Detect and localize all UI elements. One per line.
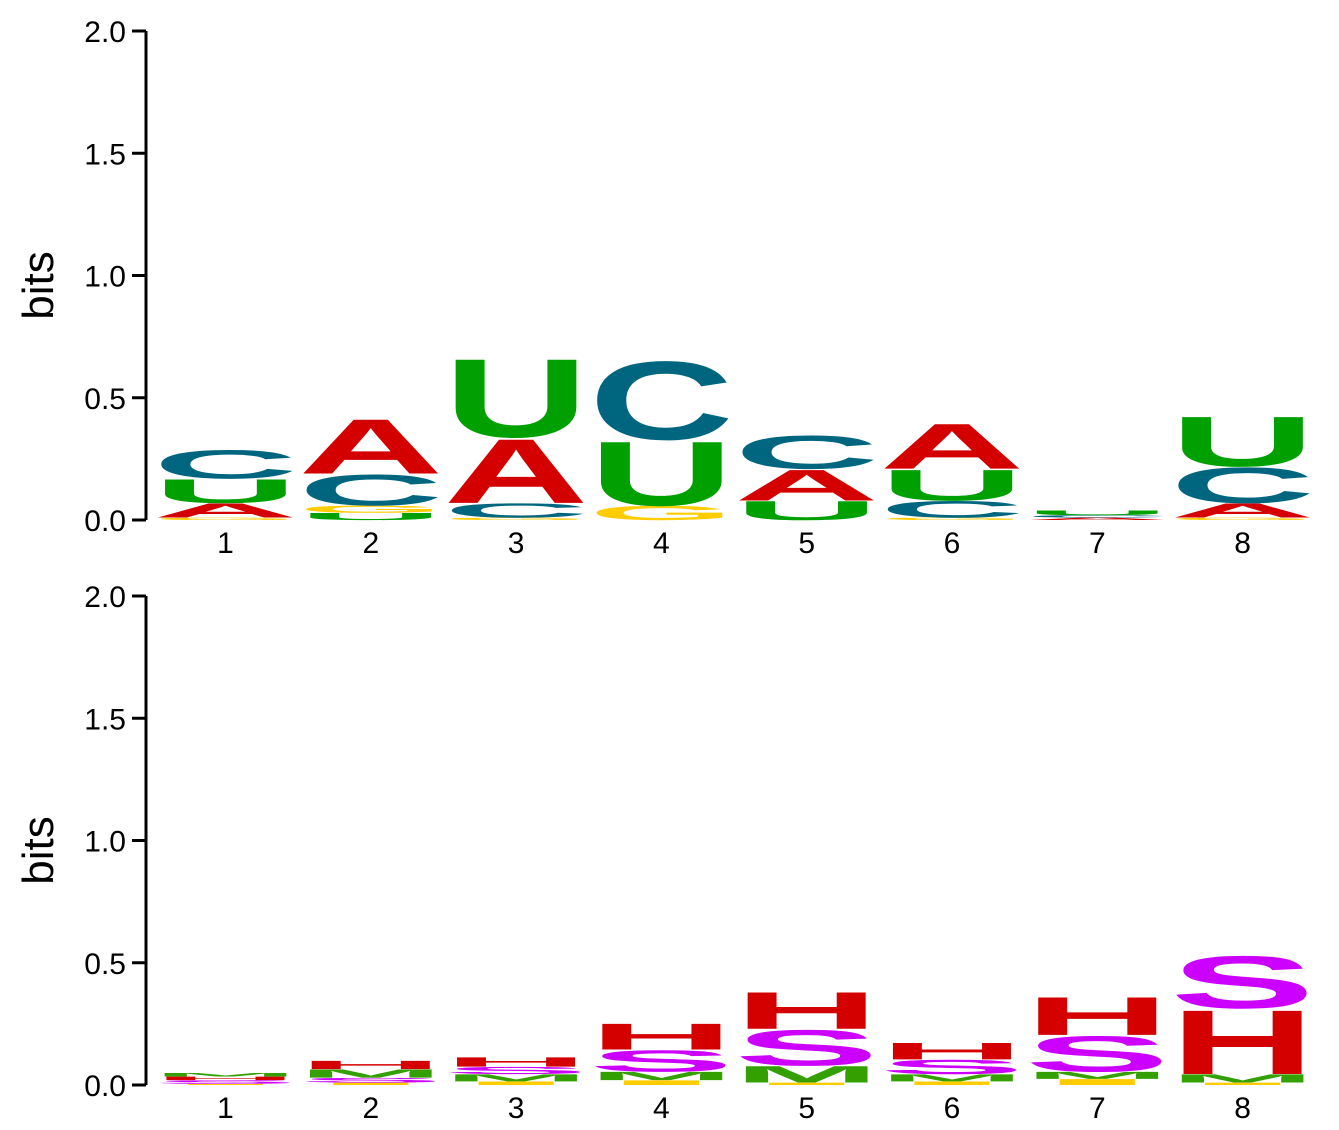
glyph-M-pos-8: M bbox=[1170, 1072, 1315, 1085]
glyph-A-pos-8: A bbox=[1170, 499, 1315, 522]
glyph-U-pos-3: U bbox=[444, 336, 589, 461]
glyph-C-pos-5: C bbox=[734, 426, 879, 479]
glyph-G-pos-1: G bbox=[153, 517, 298, 521]
glyph-H-pos-5: H bbox=[734, 981, 879, 1040]
x-tick-label: 8 bbox=[1234, 527, 1251, 560]
y-tick-label: 2.0 bbox=[84, 581, 126, 614]
glyph-I-pos-2: I bbox=[298, 1082, 443, 1086]
x-tick-label: 6 bbox=[944, 527, 961, 560]
glyph-U-pos-8: U bbox=[1170, 402, 1315, 482]
glyph-M-pos-4: M bbox=[589, 1069, 734, 1082]
glyph-C-pos-3: C bbox=[444, 499, 589, 522]
y-tick-label: 2.0 bbox=[84, 16, 126, 49]
glyph-G-pos-2: G bbox=[298, 503, 443, 514]
glyph-S-pos-3: S bbox=[444, 1065, 589, 1076]
glyph-S-pos-7: S bbox=[1025, 1026, 1170, 1083]
glyph-A-pos-3: A bbox=[444, 421, 589, 523]
y-tick-label: 0.5 bbox=[84, 948, 126, 981]
x-tick-label: 8 bbox=[1234, 1092, 1251, 1125]
glyph-C-pos-4: C bbox=[589, 339, 734, 464]
x-tick-label: 5 bbox=[798, 527, 815, 560]
glyph-G-pos-8: G bbox=[1170, 517, 1315, 521]
y-tick-label: 1.5 bbox=[84, 138, 126, 171]
glyph-I-pos-6: I bbox=[880, 1080, 1025, 1086]
glyph-C-pos-6: C bbox=[880, 496, 1025, 522]
y-tick-label: 0.5 bbox=[84, 383, 126, 416]
glyph-I-pos-7: I bbox=[1025, 1077, 1170, 1086]
glyph-A-pos-5: A bbox=[734, 460, 879, 510]
axes: 0.0 0.5 1.0 1.5 2.0 bits 1 2 3 4 5 6 7 8 bbox=[14, 16, 1251, 560]
x-tick-label: 7 bbox=[1089, 1092, 1106, 1125]
x-tick-label: 6 bbox=[944, 1092, 961, 1125]
x-tick-label: 4 bbox=[653, 1092, 670, 1125]
glyph-U-pos-6: U bbox=[880, 460, 1025, 510]
glyph-G-pos-6: G bbox=[880, 517, 1025, 521]
glyph-H-pos-7: H bbox=[1025, 986, 1170, 1047]
y-tick-label: 1.0 bbox=[84, 261, 126, 294]
x-tick-label: 3 bbox=[508, 1092, 525, 1125]
glyph-U-pos-4: U bbox=[589, 423, 734, 525]
glyph-H-pos-3: H bbox=[444, 1054, 589, 1069]
glyph-I-pos-1: I bbox=[153, 1083, 298, 1085]
glyph-U-pos-5: U bbox=[734, 496, 879, 526]
glyph-G-pos-4: G bbox=[589, 502, 734, 525]
glyph-S-pos-8: S bbox=[1170, 941, 1315, 1024]
y-tick-label: 0.0 bbox=[84, 505, 126, 538]
glyph-S-pos-1: S bbox=[153, 1079, 298, 1085]
glyph-I-pos-8: I bbox=[1170, 1082, 1315, 1086]
glyph-S-pos-6: S bbox=[880, 1056, 1025, 1079]
glyph-H-pos-4: H bbox=[589, 1016, 734, 1058]
glyph-M-pos-2: M bbox=[298, 1067, 443, 1080]
x-tick-label: 4 bbox=[653, 527, 670, 560]
glyph-M-pos-1: M bbox=[153, 1072, 298, 1078]
glyph-C-pos-2: C bbox=[298, 465, 443, 515]
glyph-C-pos-1: C bbox=[153, 442, 298, 488]
x-tick-label: 2 bbox=[362, 527, 379, 560]
y-tick-label: 1.5 bbox=[84, 703, 126, 736]
glyph-S-pos-4: S bbox=[589, 1044, 734, 1078]
glyph-A-pos-1: A bbox=[153, 499, 298, 522]
x-tick-label: 5 bbox=[798, 1092, 815, 1125]
glyph-C-pos-8: C bbox=[1170, 457, 1315, 514]
glyph-U-pos-2: U bbox=[298, 511, 443, 522]
glyph-M-pos-5: M bbox=[734, 1061, 879, 1087]
glyph-S-pos-5: S bbox=[734, 1020, 879, 1077]
x-tick-label: 1 bbox=[217, 527, 234, 560]
y-tick-label: 0.0 bbox=[84, 1070, 126, 1103]
x-tick-label: 1 bbox=[217, 1092, 234, 1125]
glyph-S-pos-2: S bbox=[298, 1076, 443, 1084]
glyph-M-pos-7: M bbox=[1025, 1070, 1170, 1081]
axes: 0.0 0.5 1.0 1.5 2.0 bits 1 2 3 4 5 6 7 8 bbox=[14, 581, 1251, 1125]
glyph-A-pos-6: A bbox=[880, 410, 1025, 482]
glyph-A-pos-7: A bbox=[1025, 517, 1170, 521]
glyph-I-pos-4: I bbox=[589, 1079, 734, 1087]
glyph-C-pos-7: C bbox=[1025, 514, 1170, 518]
glyph-M-pos-6: M bbox=[880, 1072, 1025, 1083]
glyph-H-pos-1: H bbox=[153, 1076, 298, 1082]
glyph-U-pos-7: U bbox=[1025, 509, 1170, 517]
glyph-H-pos-2: H bbox=[298, 1058, 443, 1071]
y-tick-label: 1.0 bbox=[84, 826, 126, 859]
glyph-I-pos-3: I bbox=[444, 1080, 589, 1086]
x-tick-label: 2 bbox=[362, 1092, 379, 1125]
glyph-I-pos-5: I bbox=[734, 1082, 879, 1086]
glyph-M-pos-3: M bbox=[444, 1072, 589, 1083]
x-tick-label: 3 bbox=[508, 527, 525, 560]
y-axis-title: bits bbox=[14, 816, 63, 884]
glyph-A-pos-2: A bbox=[298, 403, 443, 490]
x-tick-label: 7 bbox=[1089, 527, 1106, 560]
glyph-H-pos-6: H bbox=[880, 1038, 1025, 1064]
y-axis-title: bits bbox=[14, 251, 63, 319]
glyph-H-pos-8: H bbox=[1170, 992, 1315, 1094]
glyph-U-pos-1: U bbox=[153, 472, 298, 510]
glyph-G-pos-3: G bbox=[444, 517, 589, 521]
